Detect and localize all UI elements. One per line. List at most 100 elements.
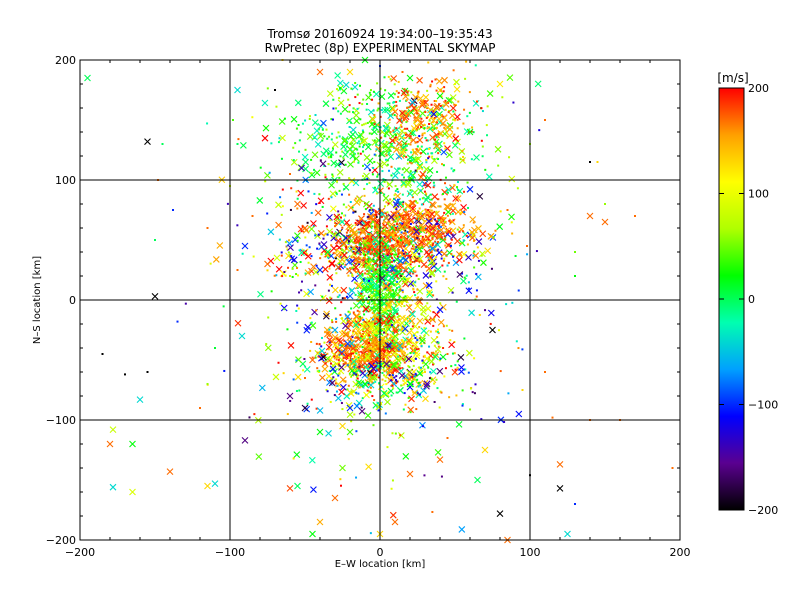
data-point bbox=[334, 346, 342, 354]
data-point bbox=[385, 357, 388, 360]
data-point bbox=[397, 432, 405, 439]
data-point bbox=[334, 161, 342, 168]
data-point bbox=[267, 228, 275, 236]
data-point bbox=[396, 117, 403, 124]
data-point bbox=[410, 162, 413, 165]
data-point bbox=[415, 348, 418, 351]
data-point bbox=[385, 231, 388, 234]
data-point bbox=[450, 365, 453, 368]
data-point bbox=[342, 151, 349, 159]
data-point bbox=[448, 219, 451, 222]
data-point bbox=[405, 214, 408, 217]
data-point bbox=[385, 297, 388, 300]
data-point bbox=[436, 170, 439, 173]
data-point bbox=[350, 390, 353, 393]
data-point bbox=[375, 344, 378, 347]
data-point bbox=[266, 87, 269, 90]
data-point bbox=[381, 170, 384, 173]
data-point bbox=[372, 126, 375, 129]
data-point bbox=[375, 277, 378, 280]
data-point bbox=[214, 347, 216, 349]
data-point bbox=[396, 241, 399, 244]
data-point bbox=[391, 374, 394, 377]
data-point bbox=[326, 331, 334, 338]
data-point bbox=[332, 376, 335, 379]
data-point bbox=[425, 161, 428, 164]
data-point bbox=[452, 110, 455, 113]
data-point bbox=[401, 193, 404, 196]
data-point bbox=[400, 351, 403, 354]
data-point bbox=[362, 130, 365, 133]
data-point bbox=[355, 219, 363, 226]
data-point bbox=[409, 189, 412, 192]
data-point bbox=[416, 390, 419, 393]
data-point bbox=[352, 210, 355, 213]
data-point bbox=[406, 190, 414, 198]
data-point bbox=[374, 336, 377, 339]
data-point bbox=[333, 341, 336, 344]
data-point bbox=[359, 244, 362, 247]
data-point bbox=[362, 324, 365, 327]
data-point bbox=[302, 165, 309, 173]
data-point bbox=[364, 354, 371, 362]
data-point bbox=[348, 267, 351, 270]
data-point bbox=[604, 203, 606, 205]
data-point bbox=[280, 304, 288, 312]
data-point bbox=[435, 249, 443, 257]
data-point bbox=[394, 234, 397, 237]
data-point bbox=[437, 319, 445, 326]
data-point bbox=[389, 78, 392, 81]
data-point bbox=[356, 309, 359, 312]
data-point bbox=[326, 390, 329, 393]
data-point bbox=[336, 168, 344, 176]
data-point bbox=[332, 341, 339, 349]
data-point bbox=[375, 376, 378, 379]
data-point bbox=[368, 390, 371, 393]
data-point bbox=[339, 155, 342, 158]
data-point bbox=[297, 307, 300, 310]
data-point bbox=[455, 300, 458, 303]
data-point bbox=[404, 110, 412, 118]
data-point bbox=[393, 321, 396, 324]
data-point bbox=[433, 311, 441, 319]
data-point bbox=[544, 371, 546, 373]
data-point bbox=[310, 340, 313, 343]
data-point bbox=[338, 176, 341, 179]
data-point bbox=[234, 319, 242, 327]
data-point bbox=[396, 223, 399, 226]
data-point bbox=[237, 138, 240, 141]
colorbar-tick-label: 0 bbox=[748, 293, 755, 306]
data-point bbox=[387, 309, 390, 312]
data-point bbox=[419, 241, 422, 244]
data-point bbox=[486, 90, 494, 97]
data-point bbox=[367, 383, 370, 386]
data-point bbox=[425, 281, 433, 289]
data-point bbox=[432, 311, 435, 314]
data-point bbox=[374, 380, 377, 383]
data-point bbox=[391, 344, 399, 352]
data-point bbox=[318, 347, 326, 355]
data-point bbox=[425, 251, 432, 259]
data-point bbox=[473, 154, 480, 161]
data-point bbox=[397, 324, 400, 327]
data-point bbox=[320, 150, 328, 158]
data-point bbox=[419, 235, 422, 238]
data-point bbox=[401, 339, 404, 342]
data-point bbox=[416, 126, 419, 129]
data-point bbox=[372, 278, 375, 281]
data-point bbox=[463, 337, 466, 340]
data-point bbox=[352, 321, 360, 329]
data-point bbox=[342, 362, 345, 365]
data-point bbox=[431, 254, 434, 257]
data-point bbox=[339, 230, 342, 233]
data-point bbox=[452, 170, 455, 173]
data-point bbox=[342, 356, 345, 359]
data-point bbox=[338, 189, 341, 192]
data-point bbox=[384, 302, 392, 310]
data-point bbox=[206, 383, 209, 385]
data-point bbox=[394, 147, 397, 150]
data-point bbox=[403, 305, 406, 308]
data-point bbox=[467, 287, 470, 290]
data-point bbox=[444, 238, 447, 241]
